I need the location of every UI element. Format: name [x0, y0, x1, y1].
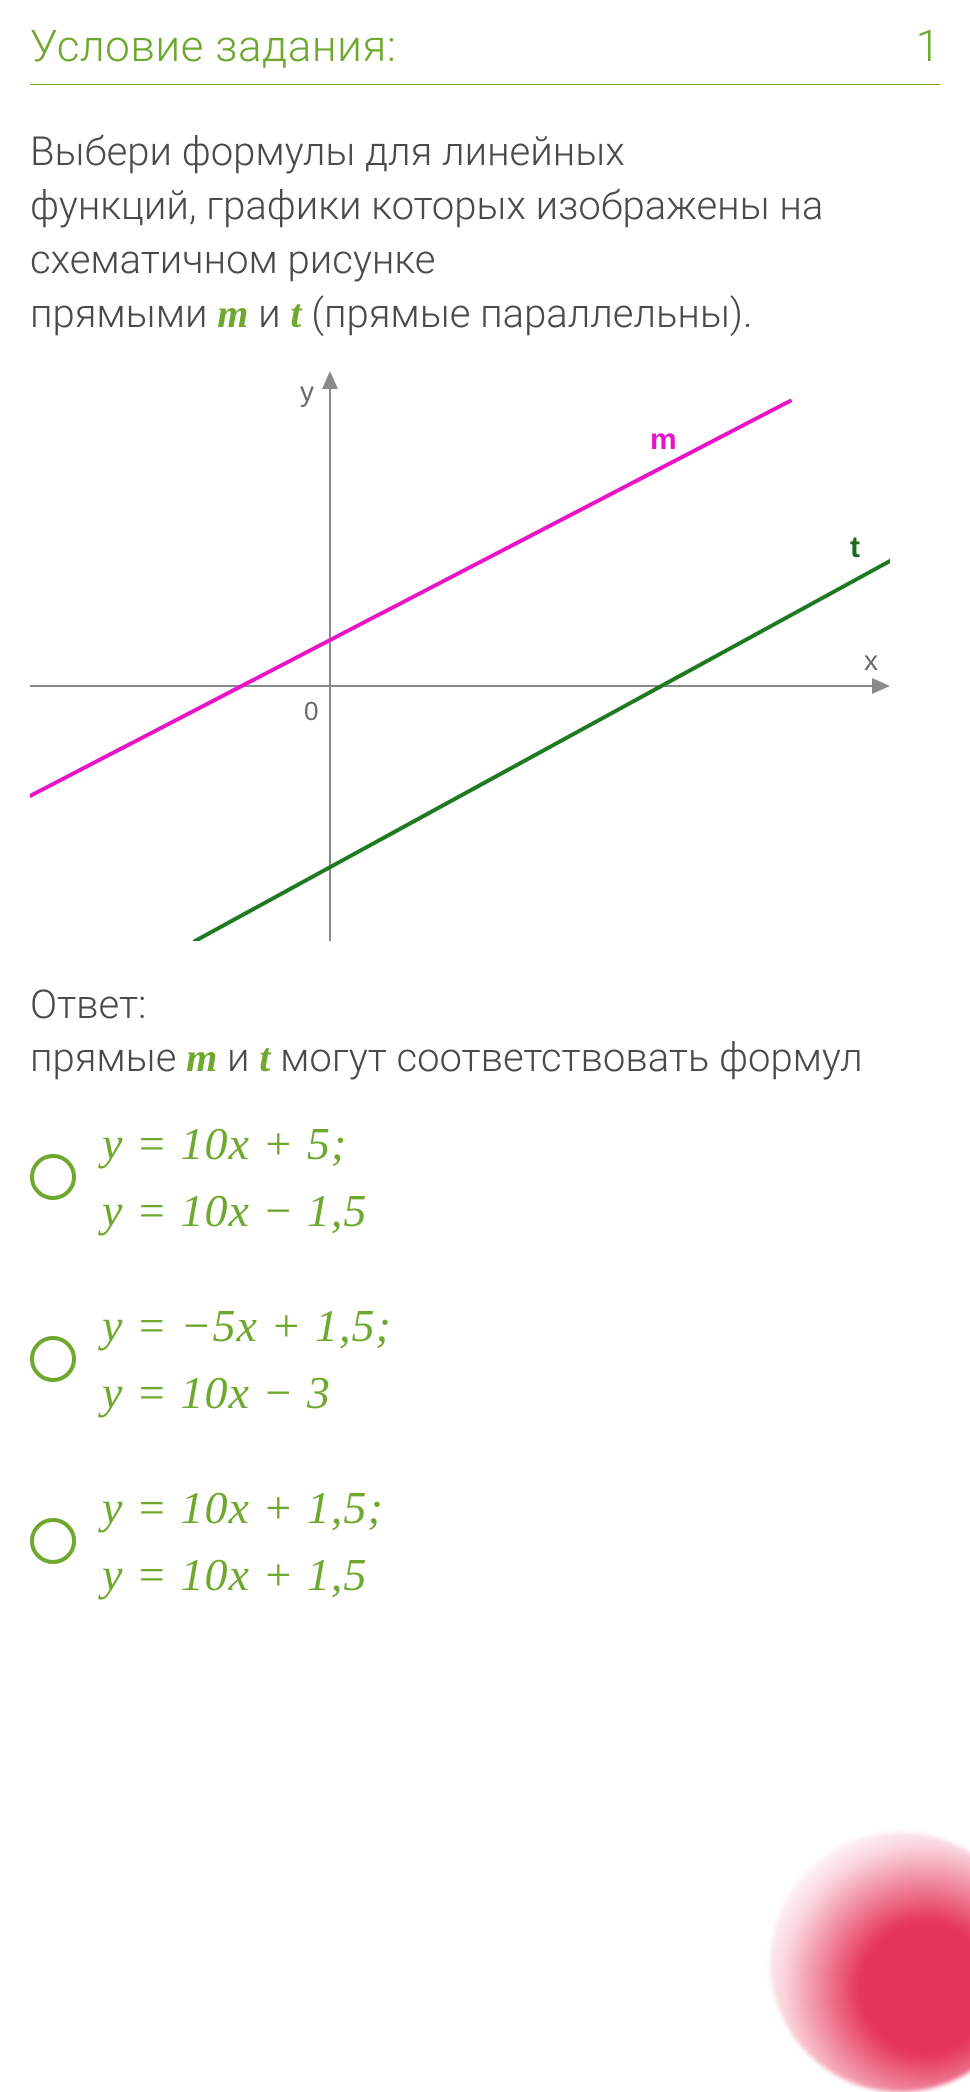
formula-stack: y = 10x + 1,5; y = 10x + 1,5 [102, 1481, 384, 1601]
radio-icon[interactable] [30, 1336, 76, 1382]
chart-svg: 0 x y m t [30, 371, 890, 941]
formula-1: y = 10x + 5; [102, 1117, 367, 1170]
radio-icon[interactable] [30, 1518, 76, 1564]
answer-prefix-pre: прямые [30, 1034, 186, 1081]
var-m: m [217, 291, 248, 336]
header-right-fragment: 1 [916, 20, 940, 72]
formula-1: y = 10x + 1,5; [102, 1481, 384, 1534]
var-t: t [290, 291, 301, 336]
decorative-blob [770, 1832, 970, 2092]
option-row[interactable]: y = 10x + 5; y = 10x − 1,5 [30, 1117, 940, 1237]
formula-1: y = −5x + 1,5; [102, 1299, 392, 1352]
chart: 0 x y m t [30, 371, 890, 941]
question-line4-mid: и [248, 290, 290, 337]
formula-2: y = 10x − 3 [102, 1366, 392, 1419]
svg-text:x: x [864, 645, 878, 676]
answer-var-m: m [186, 1035, 217, 1080]
option-row[interactable]: y = −5x + 1,5; y = 10x − 3 [30, 1299, 940, 1419]
answer-prefix-post: могут соответствовать формул [270, 1034, 862, 1081]
question-text: Выбери формулы для линейных функций, гра… [30, 125, 940, 341]
answer-label: Ответ: [30, 981, 940, 1028]
options-list: y = 10x + 5; y = 10x − 1,5 y = −5x + 1,5… [30, 1117, 940, 1601]
formula-stack: y = 10x + 5; y = 10x − 1,5 [102, 1117, 367, 1237]
svg-text:m: m [650, 423, 677, 456]
question-line3: схематичном рисунке [30, 236, 435, 283]
svg-text:0: 0 [304, 696, 318, 726]
question-line1: Выбери формулы для линейных [30, 128, 625, 175]
option-row[interactable]: y = 10x + 1,5; y = 10x + 1,5 [30, 1481, 940, 1601]
radio-icon[interactable] [30, 1154, 76, 1200]
question-line2: функций, графики которых изображены на [30, 182, 823, 229]
answer-prefix: прямые m и t могут соответствовать форму… [30, 1034, 940, 1081]
answer-var-t: t [259, 1035, 270, 1080]
header: Условие задания: 1 [30, 20, 940, 85]
answer-prefix-mid: и [217, 1034, 259, 1081]
svg-text:t: t [850, 531, 860, 564]
formula-2: y = 10x + 1,5 [102, 1548, 384, 1601]
question-line4-pre: прямыми [30, 290, 217, 337]
question-line4-post: (прямые параллельны). [301, 290, 752, 337]
svg-text:y: y [300, 376, 314, 407]
header-title: Условие задания: [30, 20, 397, 72]
formula-stack: y = −5x + 1,5; y = 10x − 3 [102, 1299, 392, 1419]
formula-2: y = 10x − 1,5 [102, 1184, 367, 1237]
